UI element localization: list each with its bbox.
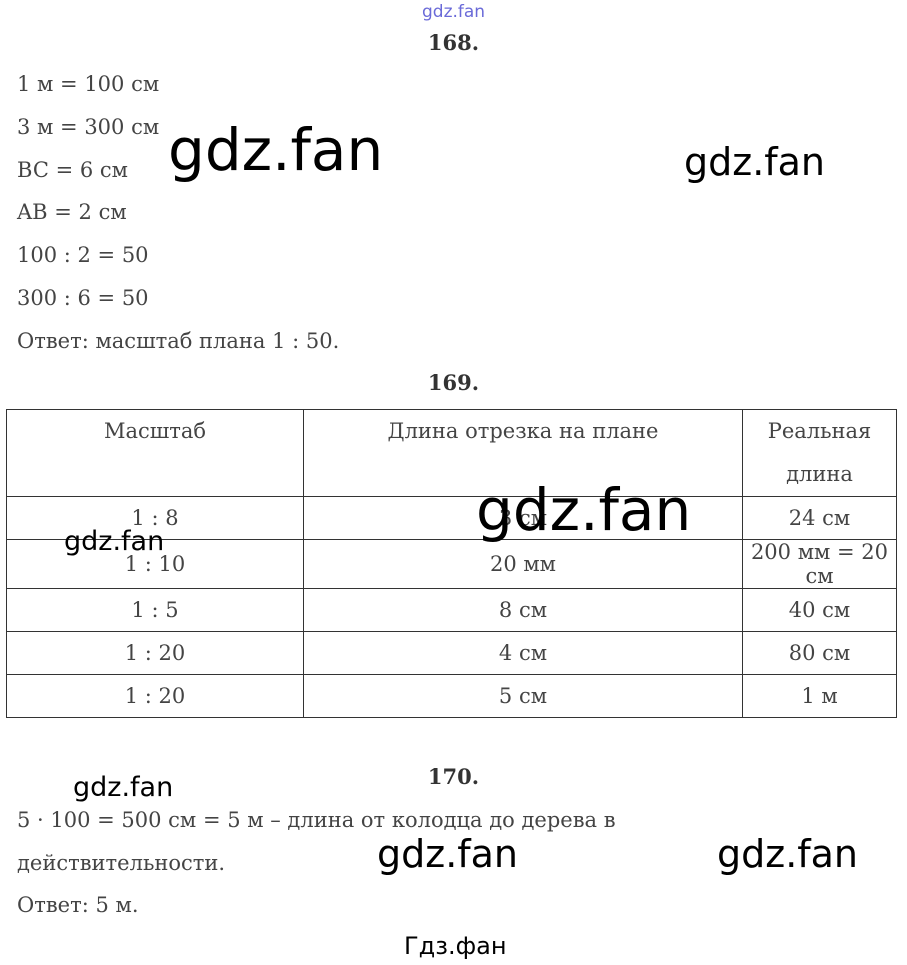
line: 5 · 100 = 500 см = 5 м – длина от колодц… xyxy=(17,808,616,832)
problem-168-title: 168. xyxy=(427,30,480,55)
cell: 8 см xyxy=(303,588,743,632)
watermark-top: gdz.fan xyxy=(422,2,486,22)
watermark: gdz.fan xyxy=(377,832,519,876)
watermark: gdz.fan xyxy=(73,772,174,803)
table-header-row: Масштаб Длина отрезка на плане Реальная … xyxy=(6,409,897,497)
line: 300 : 6 = 50 xyxy=(17,286,149,310)
line: 100 : 2 = 50 xyxy=(17,243,149,267)
problem-170-title: 170. xyxy=(427,764,480,789)
watermark: gdz.fan xyxy=(64,526,165,557)
problem-169-title: 169. xyxy=(427,370,480,395)
watermark: gdz.fan xyxy=(476,476,692,544)
line: действительности. xyxy=(17,851,226,875)
cell: 80 см xyxy=(742,631,897,675)
header-cell: Масштаб xyxy=(6,409,304,497)
answer: Ответ: масштаб плана 1 : 50. xyxy=(17,329,340,353)
cell: 1 м xyxy=(742,674,897,718)
cell: 1 : 20 xyxy=(6,674,304,718)
cell: 24 см xyxy=(742,496,897,540)
answer: Ответ: 5 м. xyxy=(17,893,139,917)
cell: 20 мм xyxy=(303,539,743,589)
cell: 200 мм = 20 см xyxy=(742,539,897,589)
cell: 3 см xyxy=(303,496,743,540)
cell: 1 : 5 xyxy=(6,588,304,632)
table-row: 1 : 20 5 см 1 м xyxy=(6,674,897,718)
watermark: gdz.fan xyxy=(684,140,826,184)
line: BC = 6 см xyxy=(17,158,128,182)
table-row: 1 : 20 4 см 80 см xyxy=(6,631,897,675)
line: AB = 2 см xyxy=(17,200,127,224)
watermark-bottom: Гдз.фан xyxy=(404,932,507,960)
line: 3 м = 300 см xyxy=(17,115,160,139)
line: 1 м = 100 см xyxy=(17,72,160,96)
header-cell: Реальная длина xyxy=(742,409,897,497)
watermark: gdz.fan xyxy=(168,116,384,184)
table-row: 1 : 10 20 мм 200 мм = 20 см xyxy=(6,539,897,589)
cell: 40 см xyxy=(742,588,897,632)
cell: 4 см xyxy=(303,631,743,675)
cell: 5 см xyxy=(303,674,743,718)
scale-table: Масштаб Длина отрезка на плане Реальная … xyxy=(6,409,897,718)
cell: 1 : 10 xyxy=(6,539,304,589)
cell: 1 : 20 xyxy=(6,631,304,675)
watermark: gdz.fan xyxy=(717,832,859,876)
